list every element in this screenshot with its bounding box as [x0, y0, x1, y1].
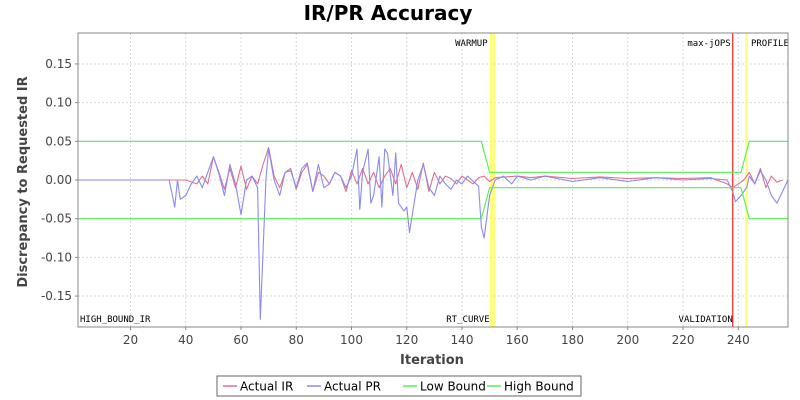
legend-label-1: Actual PR	[324, 380, 381, 394]
corner-label-high-bound-ir: HIGH_BOUND_IR	[80, 315, 151, 325]
x-tick-label: 140	[451, 333, 474, 347]
chart-title: IR/PR Accuracy	[304, 1, 473, 25]
marker-top-label-1: max-jOPS	[687, 39, 730, 49]
y-axis-label: Discrepancy to Requested IR	[16, 76, 31, 287]
series-line-high-bound	[78, 140, 788, 173]
x-tick-label: 20	[123, 333, 138, 347]
marker-top-label-2: PROFILE	[751, 39, 789, 49]
plot-area: WARMUP RT_CURVE max-jOPS VALIDATION PROFILE H…	[41, 32, 789, 347]
legend-box	[216, 375, 582, 397]
x-tick-label: 220	[672, 333, 695, 347]
series-line-actual-pr	[78, 148, 789, 320]
x-tick-label: 200	[616, 333, 639, 347]
legend-label-2: Low Bound	[420, 380, 486, 394]
x-tick-label: 100	[340, 333, 363, 347]
y-tick-label: -0.15	[41, 289, 72, 303]
y-tick-label: -0.10	[41, 250, 72, 264]
x-tick-label: 80	[289, 333, 304, 347]
marker-band-2	[745, 33, 748, 327]
marker-top-label-0: WARMUP	[455, 39, 488, 49]
series-line-low-bound	[78, 187, 788, 220]
x-tick-label: 120	[395, 333, 418, 347]
y-tick-label: 0.05	[45, 134, 72, 148]
x-tick-label: 60	[233, 333, 248, 347]
x-tick-label: 40	[178, 333, 193, 347]
legend-label-0: Actual IR	[240, 380, 293, 394]
x-tick-label: 160	[506, 333, 529, 347]
marker-bottom-label-1: VALIDATION	[679, 315, 733, 325]
x-tick-label: 180	[561, 333, 584, 347]
plot-background	[78, 33, 788, 327]
marker-bottom-label-0: RT_CURVE	[446, 315, 489, 325]
y-tick-label: 0.00	[45, 173, 72, 187]
y-tick-label: 0.15	[45, 57, 72, 71]
x-axis-label: Iteration	[400, 353, 464, 368]
y-tick-label: 0.10	[45, 96, 72, 110]
x-tick-label: 240	[727, 333, 750, 347]
legend-label-3: High Bound	[504, 380, 574, 394]
legend: Actual IR Actual PR Low Bound High Bound	[216, 375, 582, 397]
y-tick-label: -0.05	[41, 212, 72, 226]
